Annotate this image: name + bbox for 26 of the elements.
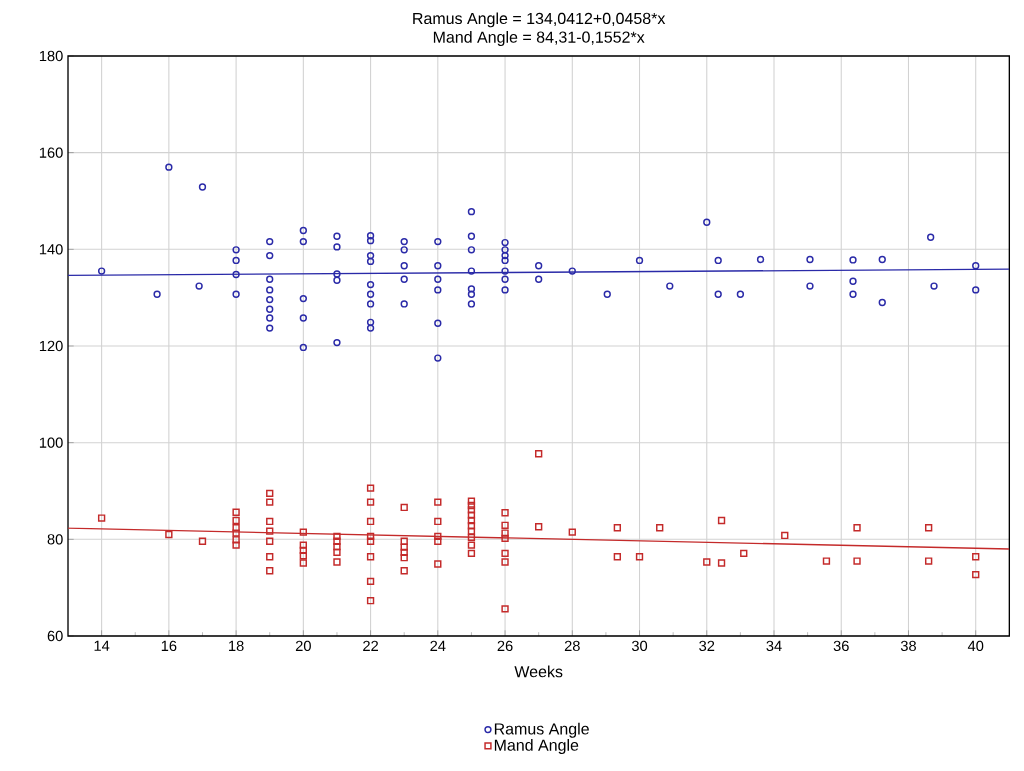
x-tick-label: 26 bbox=[497, 640, 513, 652]
y-tick-label: 100 bbox=[39, 437, 63, 449]
x-tick-label: 40 bbox=[967, 640, 984, 652]
legend-label: Ramus Angle bbox=[494, 722, 589, 738]
y-tick-label: 160 bbox=[39, 147, 63, 159]
x-axis-title: Weeks bbox=[514, 665, 563, 678]
x-tick-label: 36 bbox=[833, 640, 849, 652]
x-tick-label: 16 bbox=[161, 640, 177, 652]
y-tick-label: 60 bbox=[47, 630, 63, 642]
x-tick-label: 28 bbox=[564, 640, 580, 652]
chart-subtitle: Mand Angle = 84,31-0,1552*x bbox=[433, 31, 645, 47]
x-tick-label: 24 bbox=[430, 640, 446, 652]
y-tick-label: 140 bbox=[39, 244, 63, 255]
x-tick-label: 22 bbox=[363, 640, 378, 652]
chart-title: Ramus Angle = 134,0412+0,0458*x bbox=[413, 12, 666, 28]
x-tick-label: 30 bbox=[631, 640, 648, 652]
x-tick-label: 34 bbox=[766, 640, 782, 652]
legend-label: Mand Angle bbox=[494, 739, 579, 755]
x-tick-label: 18 bbox=[229, 640, 244, 652]
x-tick-label: 38 bbox=[900, 640, 916, 652]
y-tick-label: 80 bbox=[47, 534, 63, 545]
x-tick-label: 14 bbox=[94, 640, 110, 651]
x-tick-label: 32 bbox=[699, 640, 715, 652]
x-tick-label: 20 bbox=[295, 640, 311, 652]
y-tick-label: 120 bbox=[39, 340, 63, 352]
y-tick-label: 180 bbox=[39, 50, 63, 62]
